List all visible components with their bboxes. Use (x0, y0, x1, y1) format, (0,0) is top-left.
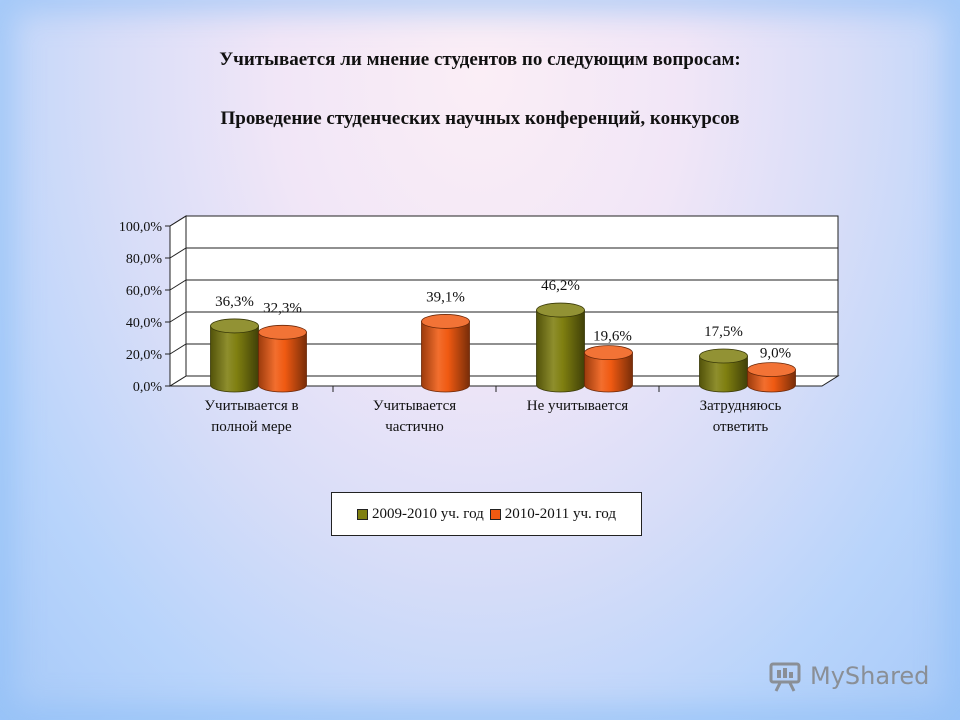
y-tick-label: 40,0% (126, 316, 163, 331)
y-tick-label: 20,0% (126, 348, 163, 363)
gridline (169, 311, 838, 323)
presentation-icon (769, 662, 801, 692)
legend-label-series-1: 2009-2010 уч. год (372, 505, 484, 522)
bar-top (536, 302, 585, 318)
watermark-text: MyShared (810, 662, 930, 690)
gridline (169, 247, 838, 259)
bar-body (210, 325, 259, 393)
bar-body (699, 355, 748, 393)
gridline (169, 279, 838, 291)
category-label: полной мере (211, 419, 292, 435)
data-label: 46,2% (541, 278, 580, 294)
y-tick-label: 100,0% (119, 220, 163, 235)
chart-subtitle: Проведение студенческих научных конферен… (220, 108, 740, 129)
legend-swatch-series-1 (357, 508, 368, 520)
data-label: 32,3% (263, 300, 302, 316)
bar-body (584, 352, 633, 393)
category-label: Не учитывается (527, 398, 629, 414)
data-label: 17,5% (704, 324, 743, 340)
y-tick-label: 80,0% (126, 252, 163, 267)
bar-body (421, 321, 470, 393)
chart-legend: 2009-2010 уч. год 2010-2011 уч. год (331, 492, 642, 536)
bar-body (258, 331, 307, 393)
bar-top (584, 345, 633, 361)
bar-top (421, 314, 470, 329)
gridline (169, 215, 838, 227)
category-label: ответить (713, 419, 769, 435)
category-label: Учитывается в (204, 398, 298, 414)
category-label: Учитывается (373, 398, 456, 414)
legend-label-series-2: 2010-2011 уч. год (504, 505, 616, 522)
bar-top (210, 318, 259, 334)
data-label: 9,0% (760, 346, 791, 362)
gridline (169, 343, 838, 355)
category-label: Затрудняюсь (700, 398, 782, 414)
legend-item-series-2: 2010-2011 уч. год (489, 505, 616, 523)
data-label: 36,3% (215, 294, 254, 310)
slide-title: Учитывается ли мнение студентов по следу… (219, 49, 741, 70)
bar-body (536, 309, 585, 393)
legend-item-series-1: 2009-2010 уч. год (357, 506, 484, 523)
chart-side-wall (169, 215, 187, 387)
watermark-logo: MyShared (768, 656, 929, 696)
bar-top (258, 324, 307, 340)
data-label: 19,6% (593, 329, 632, 345)
bar-top (699, 348, 748, 364)
data-label: 39,1% (426, 289, 465, 305)
y-tick-label: 0,0% (133, 380, 163, 395)
category-label: частично (385, 419, 444, 435)
legend-swatch-series-2 (489, 508, 501, 520)
bar-top (747, 362, 796, 378)
y-tick-label: 60,0% (126, 284, 163, 299)
